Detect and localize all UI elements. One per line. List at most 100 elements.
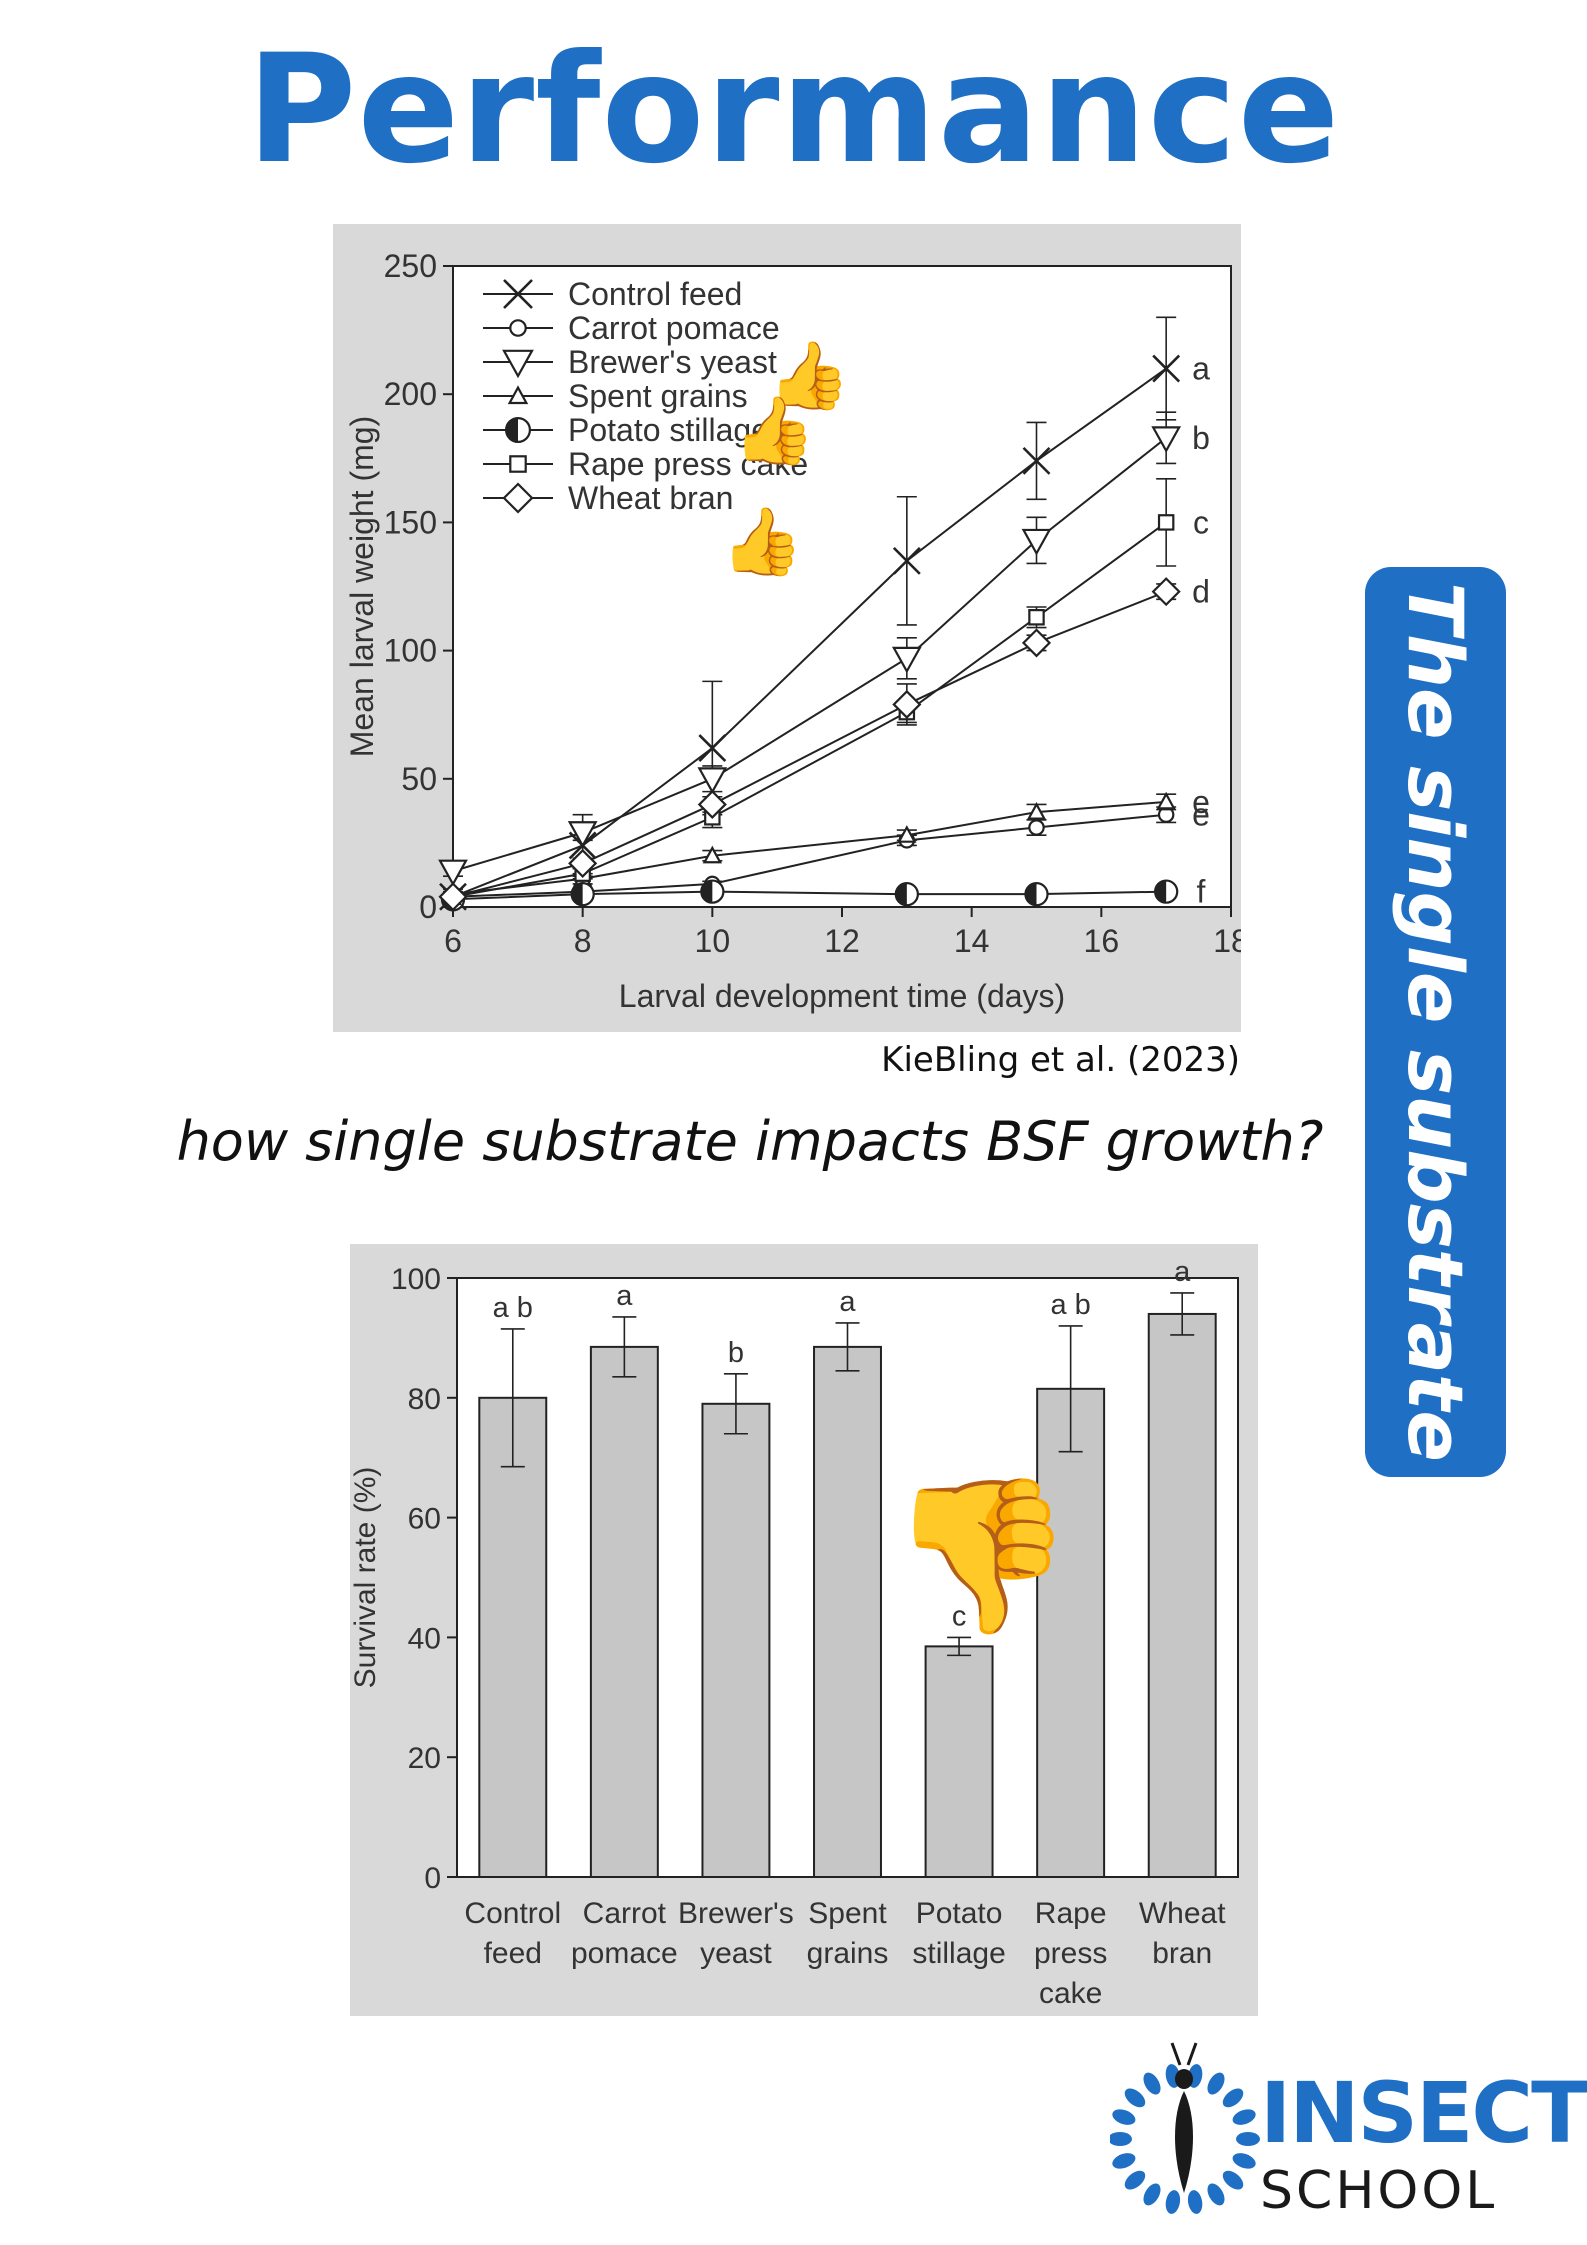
logo-petal bbox=[1232, 2109, 1256, 2125]
series-line bbox=[452, 890, 1167, 901]
category-label-line: Spent bbox=[808, 1897, 887, 1930]
thumbs-up-icon: 👍 bbox=[733, 393, 816, 467]
category-label: Brewer's yeast bbox=[678, 1897, 794, 1970]
logo-petal bbox=[1187, 2190, 1203, 2214]
page-title: Performance bbox=[246, 23, 1341, 197]
y-tick-label: 100 bbox=[391, 1263, 441, 1296]
logo-petal bbox=[1124, 2170, 1146, 2190]
legend-marker bbox=[509, 319, 527, 337]
y-tick-label: 40 bbox=[408, 1622, 441, 1655]
question-caption: how single substrate impacts BSF growth? bbox=[176, 1110, 1324, 1173]
data-point bbox=[700, 879, 725, 904]
data-point bbox=[568, 848, 598, 878]
category-label: Wheat bran bbox=[1139, 1897, 1226, 1970]
series-line bbox=[452, 437, 1167, 873]
legend-marker-shape bbox=[502, 482, 534, 514]
data-point bbox=[1151, 426, 1182, 454]
logo-petal bbox=[1222, 2088, 1244, 2108]
category-label: Spent grains bbox=[807, 1897, 889, 1970]
data-point-fill bbox=[571, 883, 583, 906]
data-point bbox=[702, 845, 722, 864]
data-point-stroke bbox=[892, 546, 921, 575]
series-line bbox=[452, 800, 1167, 896]
data-point-shape bbox=[892, 689, 922, 719]
data-point-fill bbox=[1025, 883, 1037, 906]
legend-entry: Potato stillage bbox=[483, 412, 769, 448]
x-tick-label: 16 bbox=[1084, 923, 1120, 959]
data-point-fill bbox=[701, 880, 713, 903]
group-letter: e bbox=[1192, 797, 1210, 833]
logo-subword: SCHOOL bbox=[1260, 2161, 1498, 2221]
legend-entry: Spent grains bbox=[483, 378, 748, 414]
legend-marker-shape bbox=[509, 455, 527, 473]
data-point-shape bbox=[1028, 609, 1045, 626]
data-point bbox=[1024, 882, 1049, 907]
category-label-line: Rape bbox=[1035, 1897, 1107, 1930]
significance-label: a bbox=[839, 1286, 856, 1318]
legend-entry: Wheat bran bbox=[483, 480, 733, 516]
data-point bbox=[1021, 528, 1052, 556]
significance-label: b bbox=[728, 1337, 744, 1369]
thumbs-down-icon: 👎 bbox=[888, 1471, 1075, 1639]
legend-label: Carrot pomace bbox=[568, 310, 780, 346]
data-point bbox=[438, 859, 468, 887]
data-point-shape bbox=[1157, 514, 1175, 531]
data-point bbox=[892, 689, 922, 719]
bar bbox=[701, 1402, 771, 1878]
series-wheat-bran bbox=[438, 577, 1181, 912]
series-brewer-s-yeast bbox=[438, 411, 1182, 887]
data-point bbox=[1026, 802, 1047, 820]
y-tick-label: 0 bbox=[419, 889, 437, 925]
y-tick-label: 200 bbox=[384, 376, 437, 412]
data-point-shape bbox=[702, 845, 722, 864]
y-tick-label: 100 bbox=[384, 633, 437, 669]
group-letter: d bbox=[1192, 574, 1210, 610]
legend-entry: Control feed bbox=[483, 276, 742, 312]
legend-marker bbox=[505, 417, 532, 444]
thumbs-up-icon: 👍 bbox=[721, 504, 804, 578]
series-control-feed bbox=[439, 316, 1181, 911]
category-label: Potato stillage bbox=[912, 1897, 1005, 1970]
data-point bbox=[1022, 446, 1051, 475]
logo-word: INSECT bbox=[1260, 2064, 1587, 2162]
data-point-shape bbox=[891, 646, 922, 674]
logo-petal bbox=[1222, 2170, 1244, 2190]
category-label-line: Wheat bbox=[1139, 1897, 1226, 1930]
data-point bbox=[894, 882, 919, 907]
category-label-line: yeast bbox=[700, 1937, 772, 1970]
insect-logo-icon bbox=[1110, 2042, 1260, 2214]
data-point bbox=[1156, 791, 1176, 810]
legend-label: Control feed bbox=[568, 276, 742, 312]
citation: KieBling et al. (2023) bbox=[881, 1040, 1240, 1080]
y-tick-label: 20 bbox=[408, 1742, 441, 1775]
x-tick-label: 18 bbox=[1213, 923, 1241, 959]
logo-petal bbox=[1236, 2132, 1260, 2146]
data-point bbox=[1152, 354, 1181, 383]
data-point bbox=[1157, 514, 1175, 531]
data-point-shape bbox=[1028, 819, 1045, 836]
data-point-shape bbox=[897, 825, 917, 843]
group-letter: f bbox=[1197, 874, 1206, 910]
legend-entry: Brewer's yeast bbox=[483, 344, 777, 380]
legend-entry: Carrot pomace bbox=[483, 310, 780, 346]
x-tick-label: 10 bbox=[695, 923, 731, 959]
x-tick-label: 14 bbox=[954, 923, 990, 959]
bar bbox=[1147, 1312, 1217, 1878]
logo-petal bbox=[1143, 2183, 1161, 2206]
significance-label: a b bbox=[493, 1292, 533, 1324]
group-letter: a bbox=[1192, 351, 1210, 387]
growth-line-chart: 0 50 100 150 200 250 6 8 10 12 14 16 18 Larval develo… bbox=[333, 224, 1249, 1032]
data-point-shape bbox=[1151, 577, 1181, 607]
data-point-stroke bbox=[1022, 446, 1051, 475]
series-line bbox=[452, 521, 1167, 898]
data-point bbox=[897, 825, 917, 843]
significance-label: a bbox=[616, 1280, 633, 1312]
category-label-line: stillage bbox=[912, 1937, 1005, 1970]
bar bbox=[478, 1396, 548, 1879]
logo-petal bbox=[1207, 2183, 1225, 2206]
category-label-line: Brewer's bbox=[678, 1897, 794, 1930]
significance-label: a b bbox=[1050, 1289, 1090, 1321]
data-point bbox=[438, 882, 468, 912]
series-line bbox=[452, 813, 1167, 898]
data-point bbox=[1154, 879, 1179, 904]
